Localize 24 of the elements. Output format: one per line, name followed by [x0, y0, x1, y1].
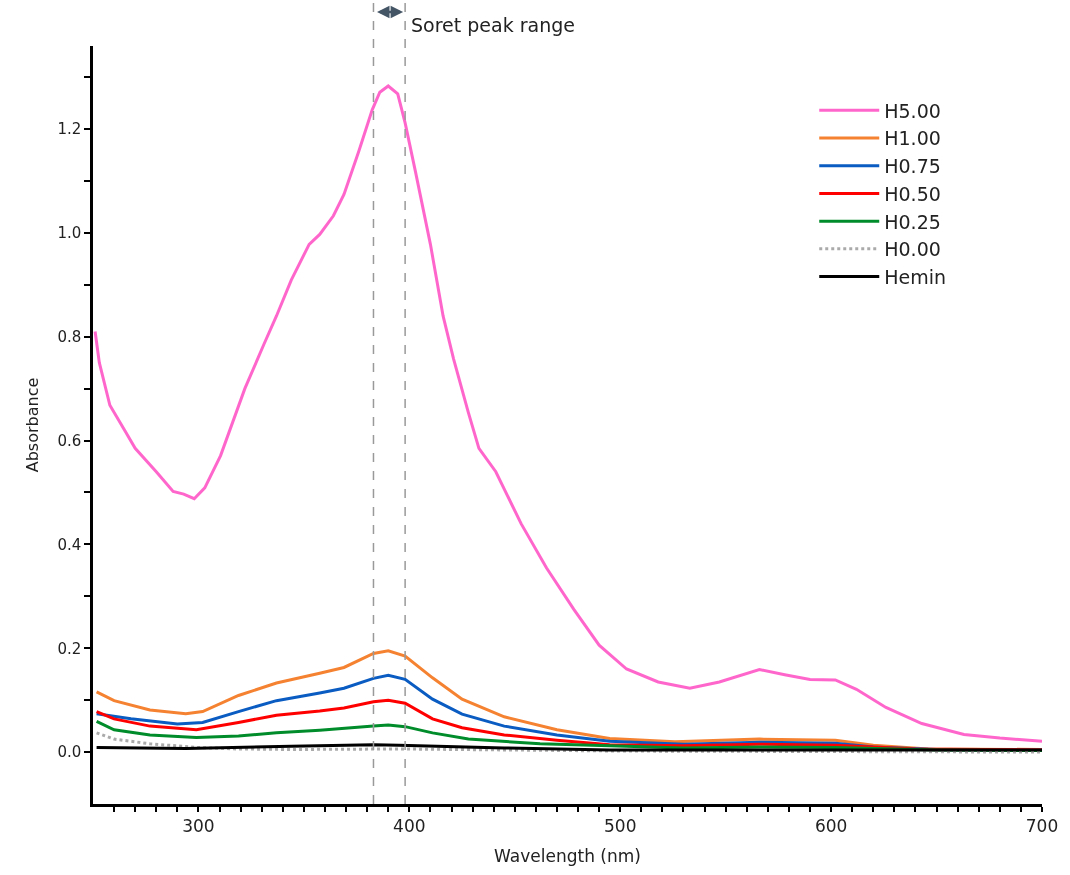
y-tick-label: 1.2 — [57, 120, 82, 139]
y-tick-label: 0.0 — [57, 743, 82, 762]
x-tick-label: 700 — [1025, 816, 1059, 837]
legend-label: H0.50 — [884, 182, 941, 205]
x-tick-label: 400 — [393, 816, 426, 837]
legend-label: H0.75 — [884, 155, 941, 178]
legend-label: H5.00 — [884, 99, 941, 122]
y-tick-label: 0.6 — [57, 431, 82, 450]
x-tick-label: 600 — [814, 816, 848, 837]
legend-label: H1.00 — [884, 127, 941, 150]
legend-label: H0.25 — [884, 210, 941, 233]
line-series — [93, 84, 1042, 743]
y-tick-label: 0.4 — [57, 535, 82, 554]
line-series — [95, 731, 1042, 754]
legend-label: Hemin — [884, 265, 947, 288]
y-tick-label: 1.0 — [57, 224, 82, 243]
y-tick-label: 0.8 — [57, 327, 82, 346]
text: Soret peak range — [411, 14, 575, 36]
x-tick-label: 300 — [182, 816, 215, 837]
y-axis-title: Absorbance — [23, 377, 43, 473]
x-tick-label: 500 — [603, 816, 637, 837]
y-tick-label: 0.2 — [57, 639, 82, 658]
legend-label: H0.00 — [884, 238, 941, 261]
x-axis-title: Wavelength (nm) — [494, 845, 641, 866]
